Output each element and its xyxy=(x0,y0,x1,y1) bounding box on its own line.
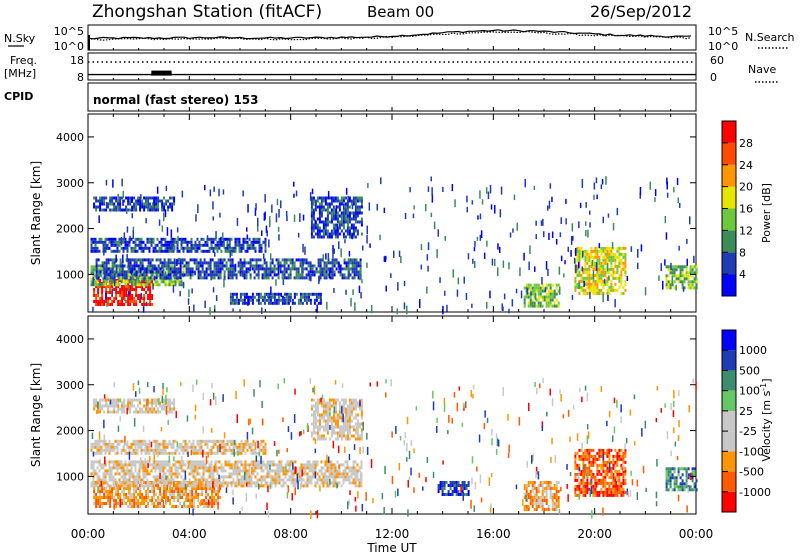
velocity-ytick-label-3: 1000 xyxy=(56,470,84,483)
velocity-ylabel: Slant Range [km] xyxy=(29,363,43,467)
freq-left-tick-bottom: 8 xyxy=(77,71,84,84)
power-colorbar-tick-1: 24 xyxy=(739,159,753,172)
noise-right-tick-top: 10^5 xyxy=(708,25,738,38)
velocity-ytick-label-2: 2000 xyxy=(56,425,84,438)
station-title: Zhongshan Station (fitACF) xyxy=(92,2,322,22)
power-colorbar-swatch-3 xyxy=(722,209,736,231)
power-colorbar-tick-6: 4 xyxy=(739,268,746,281)
velocity-colorbar-tick-1: 500 xyxy=(739,364,760,377)
beam-label: Beam 00 xyxy=(367,3,434,21)
power-colorbar-tick-2: 20 xyxy=(739,181,753,194)
nave-label: Nave xyxy=(748,63,776,76)
freq-label: Freq. xyxy=(10,54,37,67)
x-tick-label-5: 20:00 xyxy=(577,527,612,541)
x-tick-label-0: 00:00 xyxy=(71,527,106,541)
frequency-frame xyxy=(88,53,696,80)
power-region-6 xyxy=(311,197,363,239)
power-colorbar-swatch-7 xyxy=(722,121,736,143)
cpid-label: CPID xyxy=(4,90,33,103)
velocity-colorbar-tick-4: -25 xyxy=(739,425,757,438)
velocity-colorbar-swatch-7 xyxy=(722,350,736,370)
x-axis-label: Time UT xyxy=(366,541,417,554)
nsearch-label: N.Search xyxy=(745,31,795,44)
x-tick-label-1: 04:00 xyxy=(172,527,207,541)
power-colorbar-tick-3: 16 xyxy=(739,203,753,216)
power-region-4 xyxy=(93,197,175,212)
date-label: 26/Sep/2012 xyxy=(590,2,692,21)
noise-series-1 xyxy=(88,32,691,41)
velocity-colorbar-swatch-2 xyxy=(722,451,736,471)
velocity-colorbar-label-close: ] xyxy=(760,378,773,382)
velocity-colorbar-swatch-3 xyxy=(722,431,736,451)
velocity-region-8 xyxy=(666,467,698,491)
noise-right-tick-bottom: 10^0 xyxy=(708,40,738,53)
velocity-colorbar-swatch-0 xyxy=(722,492,736,512)
velocity-colorbar-tick-2: 100 xyxy=(739,385,760,398)
velocity-region-4 xyxy=(311,399,363,441)
velocity-colorbar-label-main: Velocity [m s xyxy=(760,390,773,461)
freq-left-tick-top: 18 xyxy=(70,54,84,67)
power-colorbar-swatch-0 xyxy=(722,274,736,296)
power-region-5 xyxy=(230,293,322,305)
power-colorbar-swatch-5 xyxy=(722,165,736,187)
velocity-colorbar-label-sup: -1 xyxy=(759,383,768,391)
velocity-colorbar-tick-6: -500 xyxy=(739,466,764,479)
power-colorbar-tick-5: 8 xyxy=(739,246,746,259)
cpid-text: normal (fast stereo) 153 xyxy=(93,93,259,107)
frequency-panel: 18 8 60 0 xyxy=(70,53,724,84)
velocity-colorbar-tick-3: 25 xyxy=(739,405,753,418)
velocity-colorbar-swatch-4 xyxy=(722,411,736,431)
nave-dip-marks xyxy=(151,71,171,76)
velocity-region-2 xyxy=(91,440,267,455)
velocity-region-5 xyxy=(438,481,470,496)
velocity-region-7 xyxy=(574,449,626,497)
power-panel: 4000 3000 2000 1000 Slant Range [km] 28 24 20… xyxy=(29,114,773,315)
x-tick-label-4: 16:00 xyxy=(476,527,511,541)
power-colorbar-swatch-6 xyxy=(722,143,736,165)
power-region-7 xyxy=(524,284,560,308)
velocity-panel: 4000 3000 2000 1000 Slant Range [km] 1000 50… xyxy=(29,316,773,519)
power-colorbar-tick-4: 12 xyxy=(739,224,753,237)
nave-right-tick-bottom: 0 xyxy=(710,71,717,84)
power-ytick-label-3: 1000 xyxy=(56,268,84,281)
velocity-region-1 xyxy=(91,460,363,487)
mhz-label: [MHz] xyxy=(4,67,36,80)
nave-right-tick-top: 60 xyxy=(710,54,724,67)
x-tick-label-2: 08:00 xyxy=(273,527,308,541)
nsky-label: N.Sky xyxy=(4,32,36,45)
velocity-ytick-label-0: 4000 xyxy=(56,333,84,346)
noise-left-tick-bottom: 10^0 xyxy=(54,40,84,53)
x-tick-label-6: 00:00 xyxy=(679,527,714,541)
power-ytick-label-0: 4000 xyxy=(56,131,84,144)
power-ytick-label-1: 3000 xyxy=(56,177,84,190)
power-colorbar-swatch-2 xyxy=(722,230,736,252)
power-colorbar-label: Power [dB] xyxy=(760,183,773,243)
velocity-colorbar-swatch-8 xyxy=(722,330,736,350)
velocity-colorbar-tick-7: -1000 xyxy=(739,486,771,499)
velocity-colorbar-swatch-1 xyxy=(722,472,736,492)
power-ytick-label-2: 2000 xyxy=(56,223,84,236)
velocity-colorbar-label: Velocity [m s-1] xyxy=(759,378,773,461)
power-colorbar-tick-0: 28 xyxy=(739,137,753,150)
noise-panel: 10^5 10^0 10^5 10^0 xyxy=(54,25,738,53)
velocity-colorbar-swatch-6 xyxy=(722,370,736,390)
noise-left-tick-top: 10^5 xyxy=(54,25,84,38)
velocity-colorbar-tick-0: 1000 xyxy=(739,344,767,357)
x-tick-label-3: 12:00 xyxy=(375,527,410,541)
velocity-colorbar-swatch-5 xyxy=(722,391,736,411)
power-colorbar-swatch-4 xyxy=(722,187,736,209)
power-ylabel: Slant Range [km] xyxy=(29,161,43,265)
velocity-region-6 xyxy=(524,481,560,511)
power-colorbar-swatch-1 xyxy=(722,252,736,274)
velocity-ytick-label-1: 3000 xyxy=(56,379,84,392)
